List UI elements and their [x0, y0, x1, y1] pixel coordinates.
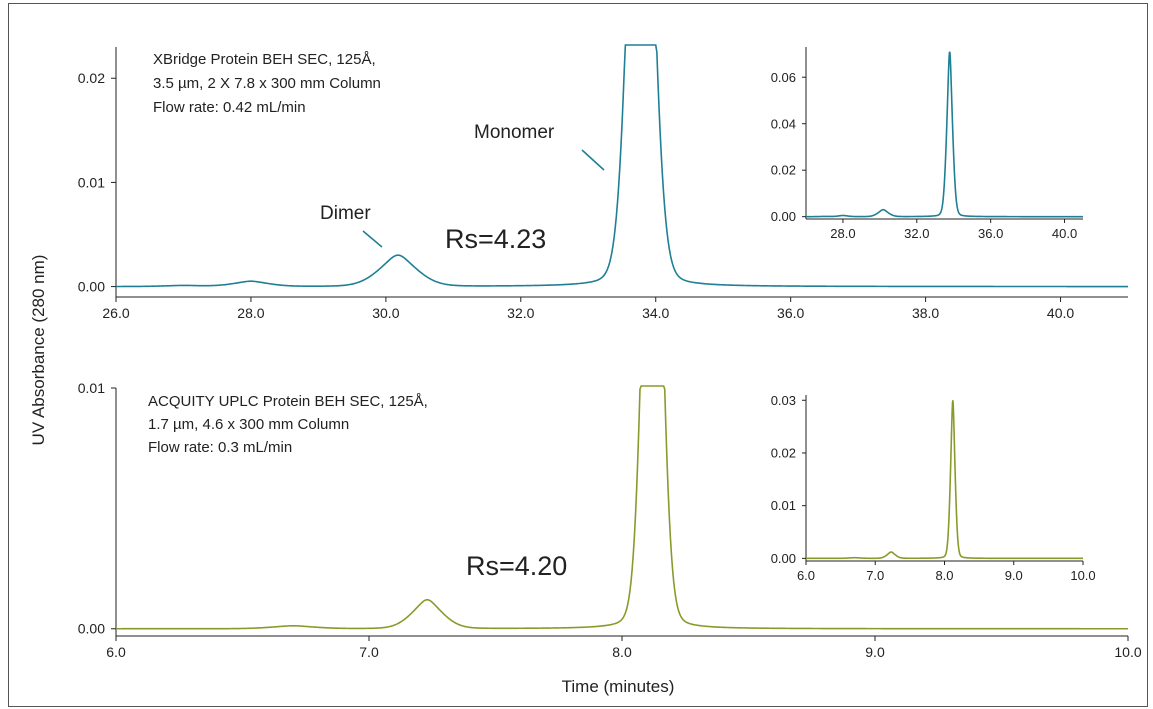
- top-chromatogram-panel: 26.0 28.0 30.0 32.0 34.0 36.0 38.0 40.0 0.00 0.01…: [78, 44, 1128, 321]
- top-trace-line: [115, 44, 1128, 288]
- bottom-inset-trace-line: [806, 400, 1083, 560]
- bottom-resolution-label: Rs=4.20: [466, 551, 567, 581]
- bottom-axes: 6.0 7.0 8.0 9.0 10.0 0.00 0.01: [78, 380, 1142, 660]
- bottom-inset-y-tick-label: 0.00: [771, 551, 796, 566]
- y-axis-label: UV Absorbance (280 nm): [29, 255, 48, 446]
- x-axis-label: Time (minutes): [562, 677, 675, 696]
- figure-frame: [8, 3, 1148, 707]
- top-main-x-tick-label: 28.0: [237, 305, 264, 321]
- top-annotations: XBridge Protein BEH SEC, 125Å, 3.5 µm, 2…: [153, 51, 605, 254]
- top-main-y-tick-label: 0.01: [78, 174, 105, 190]
- bottom-main-y-tick-label: 0.01: [78, 380, 105, 396]
- bottom-main-x-tick-label: 7.0: [359, 644, 379, 660]
- bottom-column-line-1: ACQUITY UPLC Protein BEH SEC, 125Å,: [148, 393, 428, 410]
- top-main-x-tick-label: 40.0: [1047, 305, 1074, 321]
- bottom-inset-x-tick-label: 10.0: [1070, 568, 1095, 583]
- top-main-y-tick-label: 0.00: [78, 278, 105, 294]
- bottom-inset-x-tick-label: 6.0: [797, 568, 815, 583]
- bottom-inset-y-tick-label: 0.02: [771, 446, 796, 461]
- top-inset-y-tick-label: 0.04: [771, 116, 796, 131]
- monomer-pointer: [581, 149, 605, 171]
- top-inset-x-tick-label: 40.0: [1052, 226, 1077, 241]
- dimer-pointer: [362, 230, 383, 248]
- bottom-inset-y-tick-label: 0.03: [771, 393, 796, 408]
- top-main-x-tick-label: 38.0: [912, 305, 939, 321]
- top-inset-x-tick-label: 28.0: [830, 226, 855, 241]
- bottom-annotations: ACQUITY UPLC Protein BEH SEC, 125Å, 1.7 …: [148, 393, 567, 581]
- top-inset-panel: 28.0 32.0 36.0 40.0 0.00 0.02 0.04 0.06: [771, 47, 1083, 241]
- top-column-line-1: XBridge Protein BEH SEC, 125Å,: [153, 51, 376, 68]
- bottom-inset-panel: 6.0 7.0 8.0 9.0 10.0 0.00 0.01 0.02 0.03: [771, 393, 1096, 583]
- bottom-inset-x-tick-label: 9.0: [1005, 568, 1023, 583]
- top-main-x-tick-label: 36.0: [777, 305, 804, 321]
- top-inset-y-tick-label: 0.06: [771, 70, 796, 85]
- top-main-x-tick-label: 32.0: [507, 305, 534, 321]
- bottom-inset-y-tick-label: 0.01: [771, 498, 796, 513]
- bottom-inset-x-tick-label: 8.0: [935, 568, 953, 583]
- top-inset-axes: 28.0 32.0 36.0 40.0 0.00 0.02 0.04 0.06: [771, 47, 1083, 241]
- bottom-trace-line: [116, 385, 1128, 630]
- top-resolution-label: Rs=4.23: [445, 224, 546, 254]
- top-main-x-tick-label: 26.0: [102, 305, 129, 321]
- top-main-y-tick-label: 0.02: [78, 70, 105, 86]
- top-axes: 26.0 28.0 30.0 32.0 34.0 36.0 38.0 40.0 0.00 0.01…: [78, 47, 1128, 321]
- top-column-line-2: 3.5 µm, 2 X 7.8 x 300 mm Column: [153, 75, 381, 92]
- top-inset-trace-line: [806, 51, 1083, 218]
- top-inset-y-tick-label: 0.02: [771, 163, 796, 178]
- bottom-main-y-tick-label: 0.00: [78, 621, 105, 637]
- dimer-label: Dimer: [320, 203, 371, 224]
- bottom-inset-axes: 6.0 7.0 8.0 9.0 10.0 0.00 0.01 0.02 0.03: [771, 393, 1096, 583]
- top-inset-y-tick-label: 0.00: [771, 209, 796, 224]
- bottom-column-line-3: Flow rate: 0.3 mL/min: [148, 439, 292, 456]
- bottom-main-x-tick-label: 8.0: [612, 644, 632, 660]
- top-column-line-3: Flow rate: 0.42 mL/min: [153, 99, 306, 116]
- top-inset-x-tick-label: 36.0: [978, 226, 1003, 241]
- monomer-label: Monomer: [474, 122, 555, 143]
- top-main-x-tick-label: 30.0: [372, 305, 399, 321]
- bottom-column-line-2: 1.7 µm, 4.6 x 300 mm Column: [148, 416, 349, 433]
- bottom-chromatogram-panel: 6.0 7.0 8.0 9.0 10.0 0.00 0.01 ACQUITY UPLC Pr…: [78, 380, 1142, 660]
- top-main-x-tick-label: 34.0: [642, 305, 669, 321]
- bottom-main-x-tick-label: 6.0: [106, 644, 126, 660]
- bottom-inset-x-tick-label: 7.0: [866, 568, 884, 583]
- bottom-main-x-tick-label: 9.0: [865, 644, 885, 660]
- top-inset-x-tick-label: 32.0: [904, 226, 929, 241]
- bottom-main-x-tick-label: 10.0: [1114, 644, 1141, 660]
